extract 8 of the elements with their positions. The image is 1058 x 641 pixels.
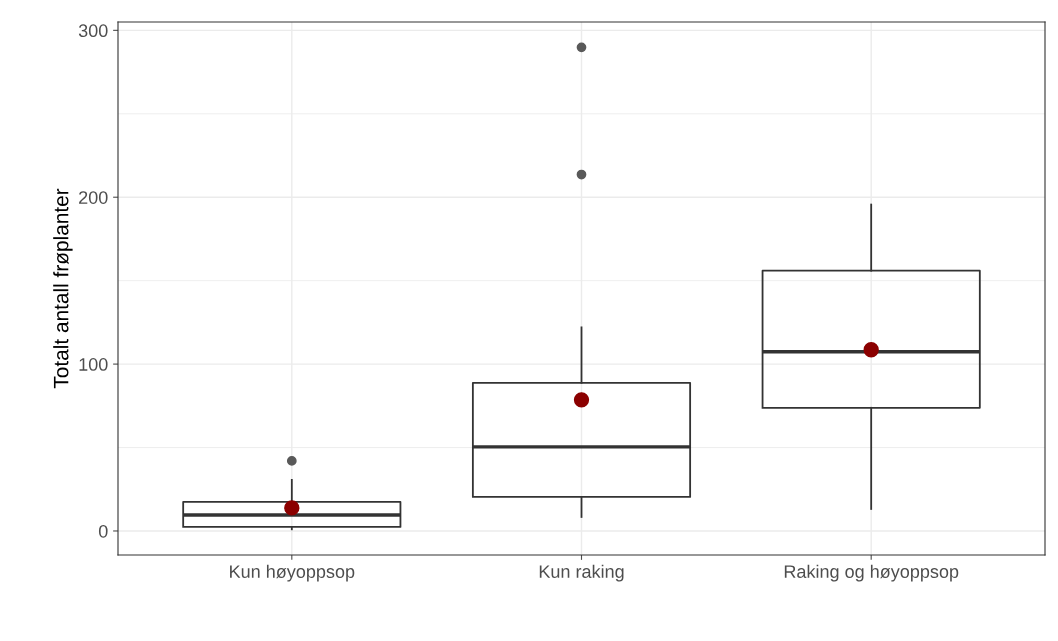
x-tick-label: Raking og høyoppsop [784, 564, 959, 582]
x-tick-label: Kun raking [539, 564, 624, 582]
y-tick-label: 300 [78, 24, 108, 38]
y-tick-label: 100 [79, 358, 108, 371]
y-tick-label: 0 [98, 524, 108, 538]
y-tick-label: 200 [79, 191, 108, 204]
x-tick-label: Kun høyoppsop [230, 564, 355, 582]
y-axis-title: Totalt antall frøplanter [53, 188, 73, 389]
